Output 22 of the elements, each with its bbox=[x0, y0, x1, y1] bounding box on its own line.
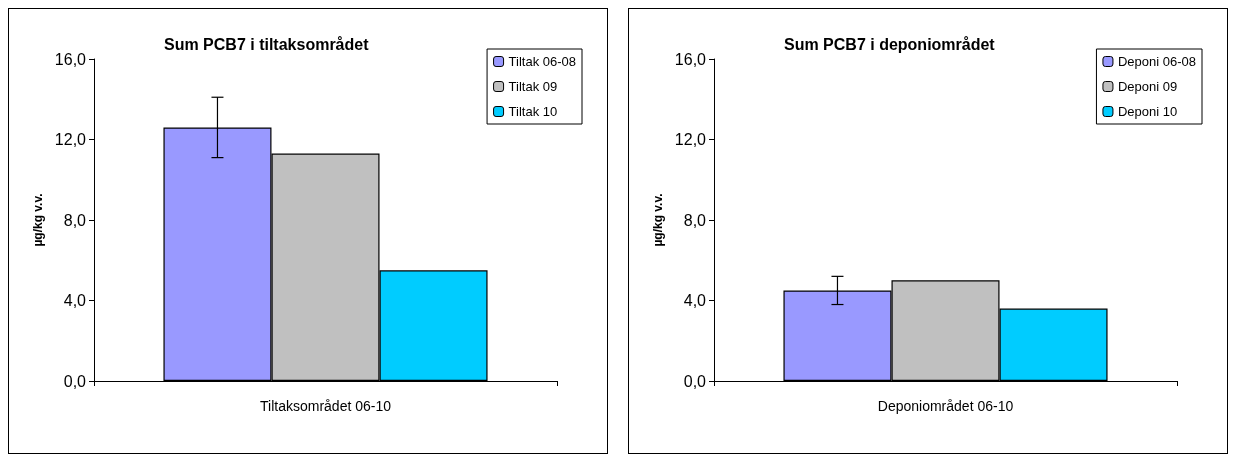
legend-label: Tiltak 09 bbox=[508, 79, 558, 94]
x-tick-label: Deponiområdet 06-10 bbox=[877, 398, 1014, 414]
y-tick-label: 16,0 bbox=[54, 50, 87, 68]
legend-label: Deponi 09 bbox=[1117, 79, 1178, 94]
y-tick-label: 0,0 bbox=[683, 372, 707, 390]
y-tick-label: 16,0 bbox=[674, 50, 707, 68]
x-tick-label: Tiltaksområdet 06-10 bbox=[260, 398, 392, 414]
y-tick-label: 8,0 bbox=[683, 211, 707, 229]
y-tick-label: 4,0 bbox=[63, 292, 87, 309]
legend-label: Deponi 10 bbox=[1117, 104, 1178, 119]
legend-label: Deponi 06-08 bbox=[1117, 54, 1197, 69]
chart-title: Sum PCB7 i tiltaksområdet bbox=[164, 35, 370, 53]
y-axis-title: µg/kg v.v. bbox=[30, 193, 45, 247]
chart-title: Sum PCB7 i deponiområdet bbox=[784, 35, 996, 53]
y-tick-label: 8,0 bbox=[63, 211, 87, 229]
legend-label: Tiltak 10 bbox=[508, 104, 558, 119]
y-tick-label: 4,0 bbox=[683, 292, 707, 309]
y-axis-title: µg/kg v.v. bbox=[650, 193, 665, 247]
y-tick-label: 0,0 bbox=[63, 372, 87, 390]
y-tick-label: 12,0 bbox=[54, 131, 87, 148]
y-tick-label: 12,0 bbox=[674, 131, 707, 148]
legend-label: Tiltak 06-08 bbox=[508, 54, 576, 69]
